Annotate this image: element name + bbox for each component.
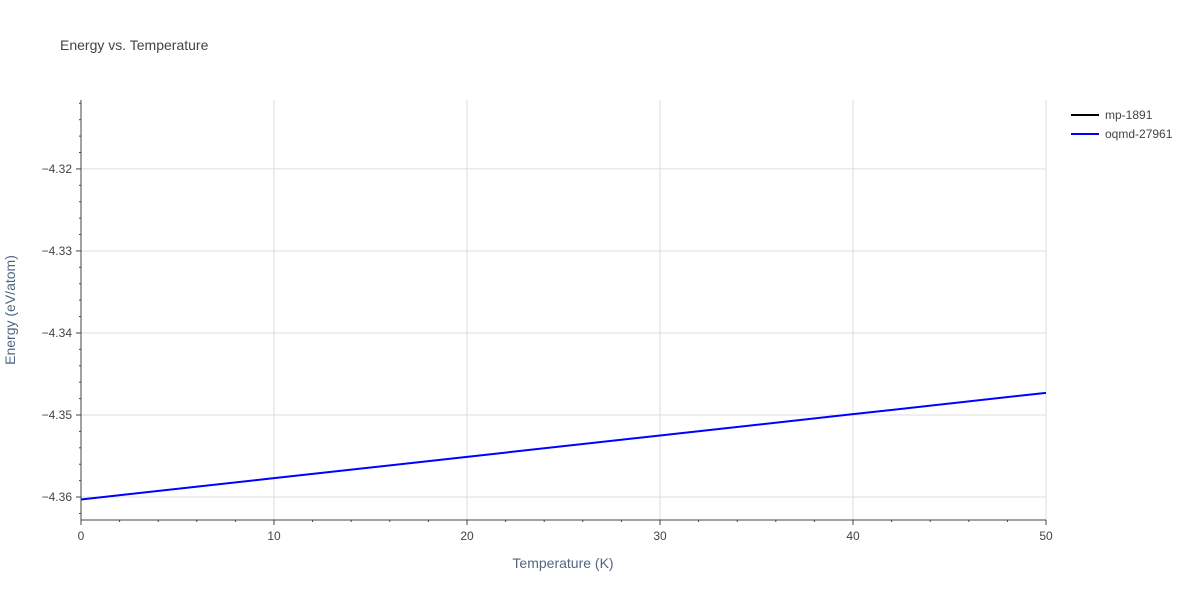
x-tick-label: 30	[653, 529, 667, 543]
y-tick-label: −4.34	[42, 326, 73, 340]
x-tick-label: 10	[267, 529, 281, 543]
y-tick-label: −4.36	[42, 490, 73, 504]
plot-area	[80, 391, 1047, 501]
x-tick-label: 40	[846, 529, 860, 543]
legend-item-mp-1891[interactable]: mp-1891	[1071, 108, 1153, 122]
x-tick-label: 50	[1039, 529, 1053, 543]
y-tick-label: −4.33	[42, 244, 73, 258]
legend-item-oqmd-27961[interactable]: oqmd-27961	[1071, 127, 1173, 141]
y-tick-label: −4.35	[42, 408, 73, 422]
legend-label: mp-1891	[1105, 108, 1153, 122]
grid	[81, 100, 1047, 520]
axes	[76, 100, 1047, 525]
y-tick-label: −4.32	[42, 162, 73, 176]
chart-title: Energy vs. Temperature	[60, 37, 209, 53]
x-axis-title: Temperature (K)	[512, 555, 613, 571]
x-tick-label: 0	[78, 529, 85, 543]
x-tick-label: 20	[460, 529, 474, 543]
x-axis-ticks: 0 10 20 30 40 50	[78, 529, 1053, 543]
legend[interactable]: mp-1891 oqmd-27961	[1071, 108, 1173, 141]
legend-label: oqmd-27961	[1105, 127, 1173, 141]
series-line-oqmd-27961	[80, 391, 1047, 501]
y-axis-ticks: −4.36 −4.35 −4.34 −4.33 −4.32	[42, 162, 73, 504]
y-axis-title: Energy (eV/atom)	[2, 255, 18, 365]
